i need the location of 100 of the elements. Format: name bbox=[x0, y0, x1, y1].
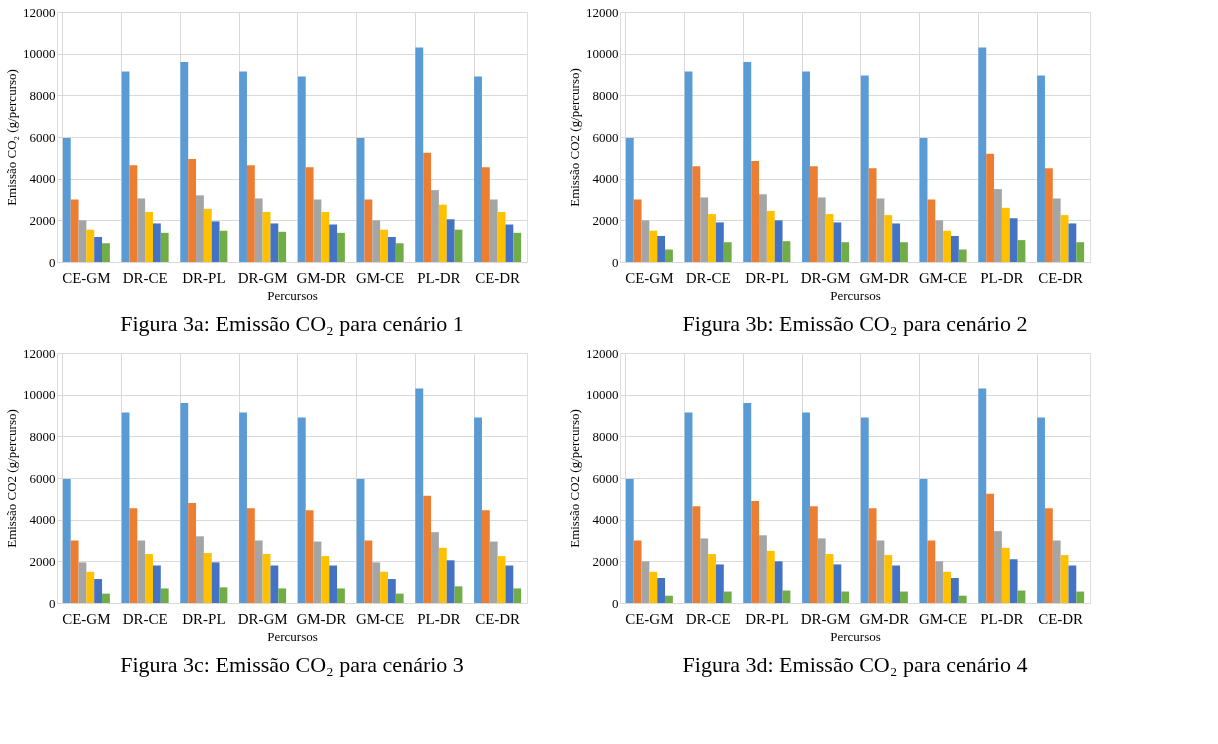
bar bbox=[625, 138, 634, 262]
bar bbox=[219, 587, 228, 603]
y-axis-title: Emissão CO2 (g/percurso) bbox=[4, 409, 19, 548]
bar bbox=[892, 223, 901, 262]
y-tick-label: 4000 bbox=[592, 171, 619, 187]
y-tick-label: 6000 bbox=[592, 129, 619, 145]
bar bbox=[817, 538, 826, 603]
bar bbox=[841, 591, 850, 603]
bar bbox=[180, 403, 189, 603]
x-tick-label: DR-PL bbox=[745, 610, 789, 627]
bar bbox=[950, 578, 959, 603]
bar bbox=[935, 220, 944, 262]
bar bbox=[665, 595, 673, 603]
y-tick-label: 8000 bbox=[29, 87, 56, 103]
text: Figura 3a: Emissão CO₂ para cenário 1 bbox=[120, 311, 464, 336]
bar bbox=[395, 243, 404, 262]
bar bbox=[278, 588, 287, 603]
bar bbox=[809, 166, 818, 262]
bar bbox=[766, 210, 775, 262]
bar bbox=[986, 153, 995, 262]
y-tick-label: 0 bbox=[49, 595, 56, 611]
bar bbox=[723, 242, 732, 262]
bar bbox=[751, 500, 760, 603]
bar bbox=[196, 195, 204, 262]
y-tick-label: 6000 bbox=[29, 129, 56, 145]
bar bbox=[743, 62, 752, 262]
bar bbox=[759, 194, 767, 262]
y-tick-label: 10000 bbox=[586, 387, 619, 403]
x-tick-label: DR-PL bbox=[182, 610, 226, 627]
bar bbox=[927, 540, 936, 603]
bar bbox=[943, 230, 951, 262]
bar bbox=[935, 561, 944, 603]
y-tick-label: 10000 bbox=[23, 46, 56, 62]
bar bbox=[513, 588, 522, 603]
bar bbox=[833, 222, 842, 262]
bar bbox=[489, 199, 498, 262]
bar bbox=[657, 578, 666, 603]
bar bbox=[364, 199, 373, 262]
bar bbox=[254, 198, 263, 262]
bar bbox=[380, 229, 388, 262]
bar bbox=[78, 562, 87, 603]
bar bbox=[1068, 223, 1077, 262]
bar bbox=[1076, 591, 1085, 603]
x-tick-label: GM-DR bbox=[296, 610, 347, 627]
y-axis-title: Emissão CO2 (g/percurso) bbox=[567, 409, 582, 548]
bar bbox=[743, 403, 752, 603]
bar bbox=[246, 165, 255, 262]
bar bbox=[766, 550, 775, 603]
bar bbox=[625, 479, 634, 603]
bar bbox=[489, 541, 498, 603]
x-tick-label: GM-CE bbox=[355, 610, 405, 627]
x-tick-label: CE-GM bbox=[625, 269, 674, 286]
x-tick-label: GM-DR bbox=[296, 269, 347, 286]
bar bbox=[1001, 207, 1010, 262]
bar bbox=[497, 556, 506, 603]
bar bbox=[305, 167, 314, 262]
bar bbox=[102, 243, 110, 262]
bar bbox=[337, 232, 345, 262]
y-tick-label: 8000 bbox=[592, 87, 619, 103]
x-tick-label: PL-DR bbox=[980, 610, 1024, 627]
bar bbox=[665, 249, 673, 262]
bar bbox=[446, 560, 455, 603]
bar bbox=[129, 508, 138, 603]
bar bbox=[446, 219, 455, 262]
x-tick-label: DR-CE bbox=[685, 269, 731, 286]
x-tick-label: PL-DR bbox=[417, 610, 461, 627]
text: Figura 3d: Emissão CO₂ para cenário 4 bbox=[682, 652, 1028, 677]
bar bbox=[927, 199, 936, 262]
bar bbox=[145, 212, 153, 262]
bar bbox=[817, 197, 826, 262]
bar bbox=[860, 417, 869, 603]
x-tick-label: PL-DR bbox=[417, 269, 461, 286]
x-tick-label: DR-GM bbox=[237, 610, 288, 627]
bar bbox=[395, 593, 404, 603]
x-tick-label: DR-PL bbox=[182, 269, 226, 286]
bar bbox=[196, 536, 204, 603]
bar bbox=[380, 571, 388, 603]
bar bbox=[474, 417, 482, 603]
bar bbox=[86, 229, 95, 262]
bar bbox=[841, 242, 850, 262]
bar bbox=[1044, 508, 1053, 603]
bar bbox=[70, 199, 79, 262]
bar bbox=[958, 249, 967, 262]
x-tick-label: DR-PL bbox=[745, 269, 789, 286]
bar bbox=[270, 223, 279, 262]
bar bbox=[137, 540, 146, 603]
y-tick-label: 12000 bbox=[586, 345, 619, 361]
bar bbox=[892, 565, 901, 603]
bar bbox=[305, 510, 314, 603]
bar bbox=[431, 532, 439, 603]
bar bbox=[802, 71, 810, 262]
bar bbox=[782, 241, 791, 262]
y-tick-label: 2000 bbox=[29, 212, 56, 228]
bar bbox=[474, 76, 482, 262]
bar bbox=[958, 595, 967, 603]
bar bbox=[657, 235, 666, 262]
y-tick-label: 6000 bbox=[29, 470, 56, 486]
bar bbox=[431, 190, 439, 262]
bar bbox=[94, 579, 103, 603]
bar bbox=[137, 198, 146, 262]
